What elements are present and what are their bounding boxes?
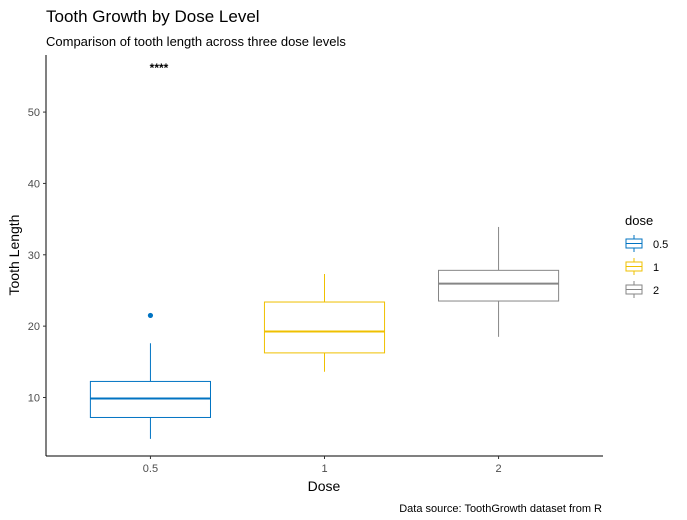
legend-label: 2 (653, 285, 659, 297)
significance-annotation: **** (150, 61, 169, 75)
x-axis-title: Dose (308, 478, 341, 494)
x-tick-label: 2 (496, 463, 502, 475)
legend-key-1: 1 (625, 258, 659, 275)
x-tick-label: 0.5 (143, 463, 158, 475)
y-axis-ticks: 10 20 30 40 50 (28, 107, 46, 404)
y-axis-title: Tooth Length (6, 215, 22, 296)
y-tick-label: 50 (28, 107, 40, 119)
y-tick-label: 20 (28, 321, 40, 333)
chart-subtitle: Comparison of tooth length across three … (46, 34, 346, 49)
box-iqr (263, 301, 386, 354)
outlier-point (147, 312, 154, 319)
box-group-2 (438, 226, 560, 337)
y-tick-label: 10 (28, 392, 40, 404)
y-tick-label: 40 (28, 178, 40, 190)
box-group-1 (263, 274, 386, 372)
box-group-0-5 (89, 312, 211, 439)
legend: dose 0.5 1 2 (625, 213, 668, 298)
legend-label: 0.5 (653, 239, 668, 251)
y-tick-label: 30 (28, 250, 40, 262)
box-iqr (438, 269, 560, 302)
chart-title: Tooth Growth by Dose Level (46, 7, 260, 26)
plot-area (89, 226, 560, 439)
legend-label: 1 (653, 262, 659, 274)
x-tick-label: 1 (321, 463, 327, 475)
legend-key-2: 2 (625, 281, 659, 298)
legend-key-0-5: 0.5 (625, 235, 668, 252)
x-axis-ticks: 0.5 1 2 (143, 456, 502, 475)
caption: Data source: ToothGrowth dataset from R (399, 503, 602, 515)
legend-title: dose (625, 213, 653, 228)
